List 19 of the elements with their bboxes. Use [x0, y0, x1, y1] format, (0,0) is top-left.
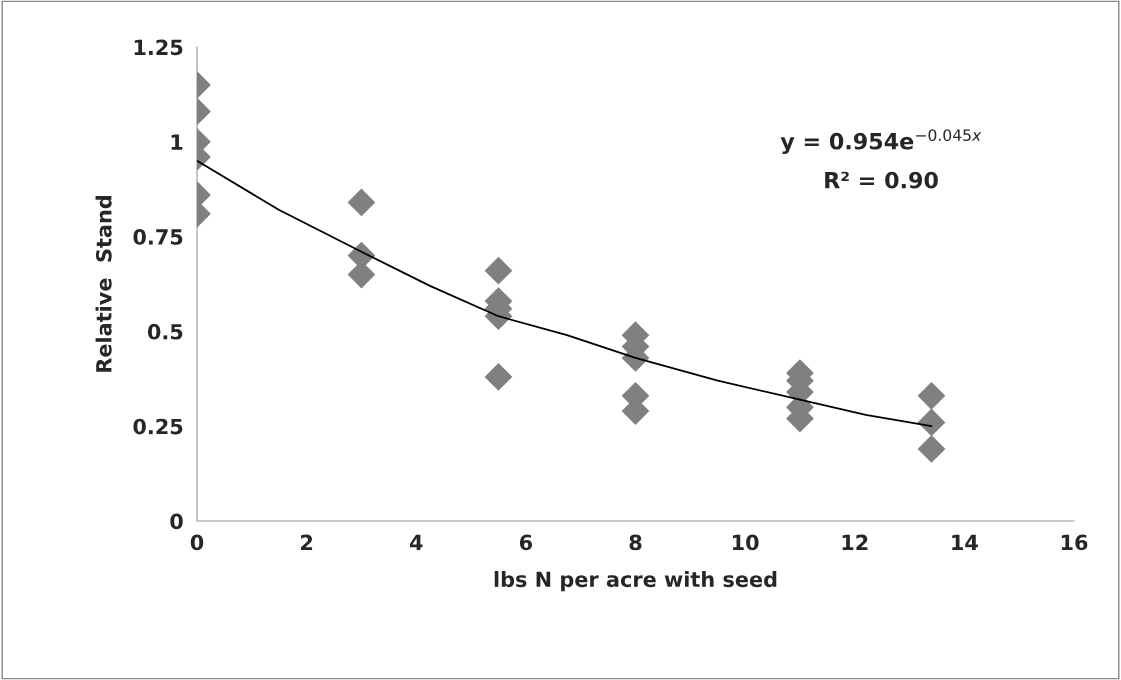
x-tick-label: 2 [301, 534, 313, 551]
x-tick-label: 8 [629, 534, 642, 551]
y-tick-label: 0 [170, 513, 183, 530]
y-tick-label: 1 [171, 134, 183, 150]
x-axis-title: lbs N per acre with seed [494, 571, 777, 592]
x-tick-label: 4 [409, 534, 423, 551]
x-tick-label: 14 [952, 534, 978, 551]
x-tick-label: 12 [842, 534, 868, 551]
y-tick-label: 0.75 [133, 229, 183, 245]
x-tick-label: 0 [190, 534, 204, 551]
x-tick-label: 16 [1061, 534, 1088, 551]
x-tick-label: 6 [519, 534, 532, 551]
x-tick-label: 10 [732, 534, 759, 551]
y-tick-label: 0.5 [147, 323, 183, 340]
annotation: y = 0.954e$^{−0.045x}$ [780, 129, 982, 155]
annotation: R² = 0.90 [825, 171, 938, 189]
y-axis-title: Relative Stand [95, 196, 112, 372]
y-tick-label: 1.25 [134, 39, 183, 56]
y-tick-label: 0.25 [133, 418, 183, 435]
